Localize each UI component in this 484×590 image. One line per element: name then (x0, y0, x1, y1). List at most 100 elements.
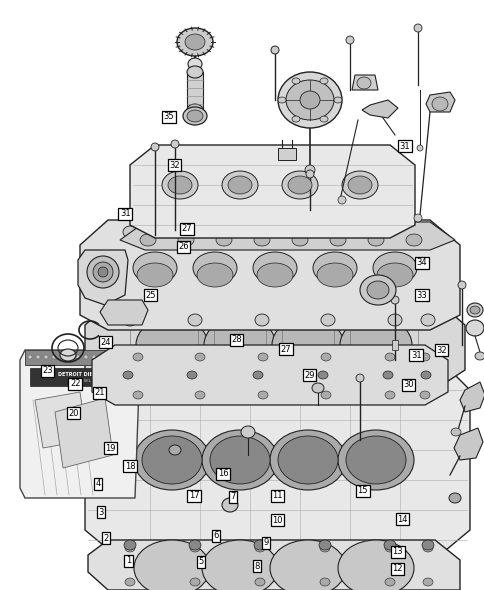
Ellipse shape (162, 171, 197, 199)
Ellipse shape (431, 97, 447, 111)
Text: 21: 21 (94, 388, 105, 398)
Ellipse shape (123, 371, 133, 379)
Ellipse shape (167, 176, 192, 194)
Ellipse shape (333, 97, 341, 103)
Ellipse shape (337, 540, 413, 590)
Text: 8: 8 (254, 562, 259, 571)
Ellipse shape (184, 34, 205, 50)
Ellipse shape (187, 104, 203, 116)
Ellipse shape (421, 540, 433, 550)
Ellipse shape (339, 317, 411, 373)
Ellipse shape (420, 226, 434, 238)
Polygon shape (20, 350, 140, 498)
Ellipse shape (474, 352, 484, 360)
Polygon shape (35, 392, 87, 448)
Ellipse shape (222, 171, 257, 199)
Ellipse shape (421, 370, 433, 380)
Ellipse shape (319, 544, 329, 552)
Ellipse shape (193, 252, 237, 284)
Ellipse shape (320, 353, 330, 361)
Ellipse shape (254, 234, 270, 246)
Ellipse shape (413, 24, 421, 32)
Polygon shape (88, 540, 459, 590)
Ellipse shape (178, 234, 194, 246)
Ellipse shape (133, 353, 143, 361)
Ellipse shape (387, 314, 401, 326)
Ellipse shape (319, 578, 329, 586)
Ellipse shape (254, 540, 265, 550)
Ellipse shape (384, 578, 394, 586)
Ellipse shape (300, 91, 319, 109)
Ellipse shape (124, 540, 136, 550)
Polygon shape (453, 428, 482, 460)
Polygon shape (425, 92, 454, 112)
Bar (197, 308, 281, 380)
Ellipse shape (136, 317, 208, 373)
Text: 18: 18 (124, 461, 135, 471)
Ellipse shape (281, 171, 318, 199)
Ellipse shape (304, 165, 314, 175)
Polygon shape (78, 250, 128, 305)
Ellipse shape (190, 544, 199, 552)
Ellipse shape (84, 355, 88, 359)
Ellipse shape (100, 355, 104, 359)
Ellipse shape (189, 370, 200, 380)
Text: 27: 27 (280, 345, 291, 354)
Text: 7: 7 (229, 492, 235, 502)
Text: 30: 30 (402, 380, 413, 389)
Ellipse shape (376, 263, 412, 287)
Ellipse shape (253, 311, 262, 319)
Ellipse shape (187, 311, 197, 319)
Text: 17: 17 (188, 491, 199, 500)
Ellipse shape (134, 430, 210, 490)
Polygon shape (55, 398, 113, 468)
Text: 31: 31 (410, 350, 421, 360)
Ellipse shape (356, 77, 370, 89)
Text: 15: 15 (357, 486, 367, 496)
Ellipse shape (187, 66, 203, 78)
Ellipse shape (189, 540, 200, 550)
Ellipse shape (345, 436, 405, 484)
Ellipse shape (133, 391, 143, 399)
Ellipse shape (108, 355, 112, 359)
Text: VM DIESEL: VM DIESEL (69, 379, 91, 383)
Ellipse shape (422, 544, 432, 552)
Text: 26: 26 (178, 242, 188, 251)
Ellipse shape (291, 116, 300, 122)
Ellipse shape (383, 370, 395, 380)
Ellipse shape (387, 226, 401, 238)
Ellipse shape (413, 214, 421, 222)
Ellipse shape (286, 80, 333, 120)
Bar (333, 308, 417, 380)
Ellipse shape (319, 116, 327, 122)
Ellipse shape (190, 578, 199, 586)
Ellipse shape (257, 391, 268, 399)
Text: 35: 35 (163, 112, 174, 122)
Text: 29: 29 (303, 371, 314, 380)
Ellipse shape (195, 353, 205, 361)
Ellipse shape (318, 540, 330, 550)
Ellipse shape (320, 314, 334, 326)
Ellipse shape (319, 78, 327, 84)
Ellipse shape (337, 430, 413, 490)
Text: 28: 28 (231, 335, 242, 345)
Polygon shape (85, 305, 464, 385)
Ellipse shape (277, 97, 286, 103)
Ellipse shape (68, 355, 72, 359)
Ellipse shape (255, 578, 264, 586)
Ellipse shape (277, 72, 341, 128)
Ellipse shape (277, 436, 337, 484)
Bar (391, 340, 397, 350)
Text: 13: 13 (392, 547, 402, 556)
Ellipse shape (384, 544, 394, 552)
Text: 4: 4 (95, 479, 100, 489)
Ellipse shape (87, 256, 119, 288)
Ellipse shape (272, 317, 343, 373)
Ellipse shape (257, 353, 268, 361)
Ellipse shape (125, 544, 135, 552)
Ellipse shape (195, 391, 205, 399)
Ellipse shape (450, 428, 460, 436)
Text: 6: 6 (212, 531, 218, 540)
Ellipse shape (448, 493, 460, 503)
Polygon shape (80, 220, 459, 330)
